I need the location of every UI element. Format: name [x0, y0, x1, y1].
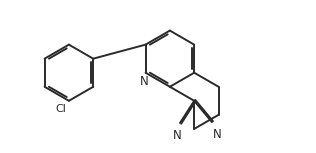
Text: N: N [173, 129, 181, 142]
Text: N: N [140, 75, 148, 88]
Text: Cl: Cl [55, 104, 66, 114]
Text: N: N [213, 128, 222, 141]
